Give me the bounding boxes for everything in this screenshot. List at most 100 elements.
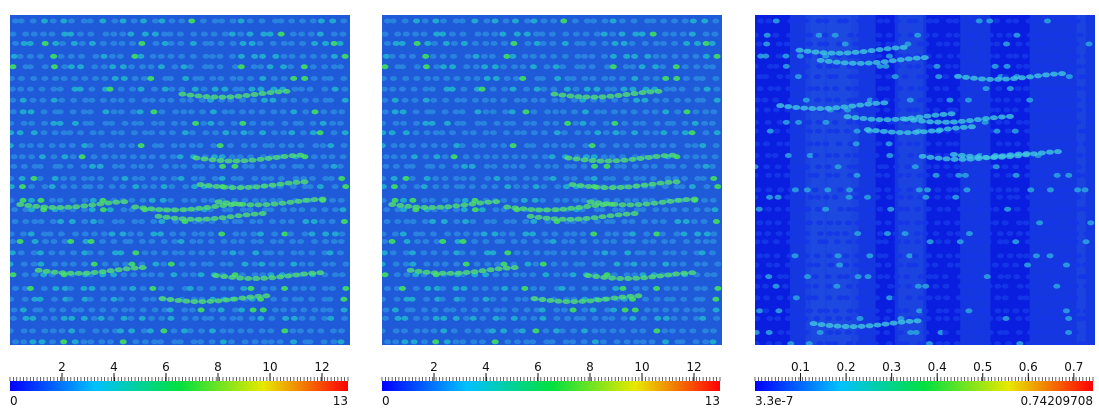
field-blob: [827, 220, 834, 225]
field-blob: [530, 219, 537, 224]
field-blob: [846, 195, 853, 200]
field-blob: [12, 41, 19, 46]
field-blob: [594, 32, 601, 37]
field-blob: [471, 239, 478, 244]
field-blob: [832, 86, 839, 91]
field-blob: [855, 120, 862, 125]
field-blob: [504, 184, 511, 189]
field-blob: [684, 143, 691, 148]
field-blob: [610, 308, 617, 313]
field-blob: [671, 54, 678, 59]
field-streak: [297, 153, 305, 158]
field-blob: [994, 341, 1001, 346]
field-blob: [100, 41, 107, 46]
field-streak: [293, 180, 301, 185]
field-blob: [570, 76, 577, 81]
field-blob: [399, 54, 406, 59]
field-blob: [551, 98, 558, 103]
field-blob: [754, 187, 761, 192]
field-blob: [269, 219, 276, 224]
field-blob: [693, 207, 700, 212]
field-blob: [877, 19, 884, 24]
field-blob: [307, 184, 314, 189]
field-blob: [1037, 54, 1044, 59]
field-blob: [1045, 284, 1052, 289]
field-blob: [806, 220, 813, 225]
field-blob: [89, 207, 96, 212]
field-blob: [806, 308, 813, 313]
field-blob: [489, 54, 496, 59]
field-blob: [895, 33, 902, 38]
field-blob: [247, 207, 254, 212]
field-blob: [903, 207, 910, 212]
field-blob: [633, 339, 640, 344]
field-blob: [511, 64, 518, 69]
field-blob: [241, 262, 248, 267]
field-blob: [137, 54, 144, 59]
field-blob: [512, 308, 519, 313]
field-blob: [1007, 86, 1014, 91]
field-blob: [1086, 120, 1093, 125]
field-blob: [308, 262, 315, 267]
field-blob: [514, 98, 521, 103]
range-min-label: 0: [10, 394, 18, 408]
field-blob: [290, 98, 297, 103]
field-blob: [77, 64, 84, 69]
field-blob: [383, 207, 390, 212]
field-blob: [391, 143, 398, 148]
field-blob: [218, 19, 225, 24]
field-blob: [61, 76, 68, 81]
field-blob: [1082, 274, 1089, 279]
field-streak: [664, 272, 672, 277]
tick-label: 4: [110, 360, 118, 374]
field-blob: [907, 98, 914, 103]
field-blob: [129, 87, 136, 92]
field-blob: [539, 316, 546, 321]
field-blob: [212, 130, 219, 135]
tick-label: 8: [214, 360, 222, 374]
field-blob: [610, 87, 617, 92]
field-blob: [843, 263, 850, 268]
field-blob: [812, 187, 819, 192]
field-blob: [198, 308, 205, 313]
field-blob: [138, 143, 145, 148]
field-blob: [824, 187, 831, 192]
field-blob: [177, 32, 184, 37]
field-blob: [524, 308, 531, 313]
field-blob: [793, 308, 800, 313]
field-blob: [699, 316, 706, 321]
field-blob: [341, 308, 348, 313]
field-blob: [379, 130, 386, 135]
field-streak: [551, 216, 559, 221]
field-blob: [916, 341, 923, 346]
field-blob: [619, 328, 626, 333]
field-blob: [453, 219, 460, 224]
field-streak: [669, 153, 677, 158]
field-blob: [151, 339, 158, 344]
field-blob: [280, 308, 287, 313]
field-blob: [1062, 107, 1069, 112]
field-blob: [510, 219, 517, 224]
field-blob: [394, 219, 401, 224]
range-min-label: 3.3e-7: [755, 394, 793, 408]
field-blob: [641, 98, 648, 103]
field-blob: [493, 316, 500, 321]
field-blob: [923, 41, 930, 46]
field-streak: [202, 94, 210, 99]
field-blob: [924, 187, 931, 192]
field-streak: [820, 50, 828, 55]
field-blob: [120, 339, 127, 344]
field-blob: [893, 274, 900, 279]
field-streak: [632, 276, 640, 281]
field-blob: [259, 76, 266, 81]
field-blob: [823, 86, 830, 91]
field-streak: [211, 216, 219, 221]
field-streak: [935, 156, 943, 161]
field-blob: [814, 86, 821, 91]
field-blob: [934, 220, 941, 225]
field-blob: [620, 87, 627, 92]
field-streak: [952, 126, 960, 131]
field-blob: [902, 308, 909, 313]
field-blob: [827, 330, 834, 335]
